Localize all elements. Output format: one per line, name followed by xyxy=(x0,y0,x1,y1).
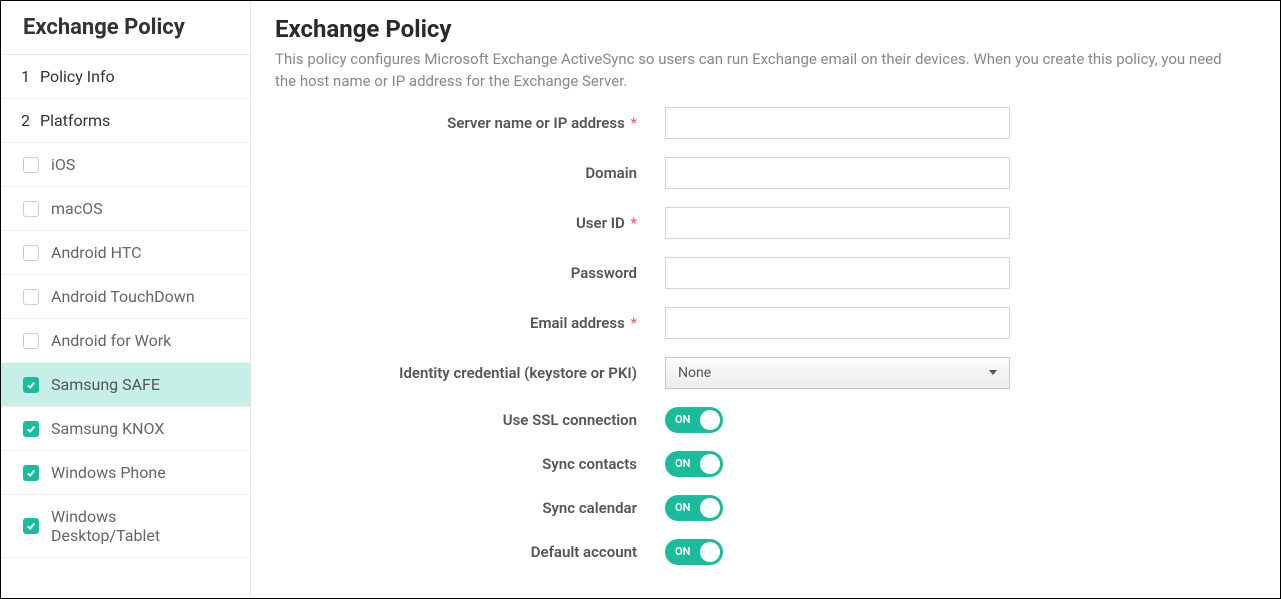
nav-number: 2 xyxy=(21,111,30,130)
checkbox-icon[interactable] xyxy=(23,157,39,173)
toggle-sync-contacts[interactable]: ON xyxy=(665,451,723,477)
platform-item[interactable]: macOS xyxy=(1,187,250,231)
sidebar-scroll[interactable]: 1 Policy Info 2 Platforms iOS macOS Androi… xyxy=(1,55,250,598)
label-email: Email address * xyxy=(275,314,665,332)
toggle-knob xyxy=(700,454,720,474)
nav-label: Policy Info xyxy=(40,67,115,86)
select-identity[interactable]: None xyxy=(665,357,1010,389)
label-domain: Domain xyxy=(275,164,665,182)
platform-item[interactable]: Windows Desktop/Tablet xyxy=(1,495,250,558)
platform-list: iOS macOS Android HTC Android TouchDown Andr… xyxy=(1,143,250,558)
chevron-down-icon xyxy=(989,370,997,375)
nav-item-policy-info[interactable]: 1 Policy Info xyxy=(1,55,250,99)
required-marker: * xyxy=(631,314,637,332)
checkbox-icon[interactable] xyxy=(23,465,39,481)
label-sync-calendar: Sync calendar xyxy=(275,499,665,517)
label-identity: Identity credential (keystore or PKI) xyxy=(275,364,665,382)
toggle-knob xyxy=(700,410,720,430)
page-title: Exchange Policy xyxy=(275,15,1244,43)
checkbox-icon[interactable] xyxy=(23,201,39,217)
platform-label: Windows Phone xyxy=(51,463,166,482)
platform-item[interactable]: Android for Work xyxy=(1,319,250,363)
platform-item[interactable]: Samsung KNOX xyxy=(1,407,250,451)
toggle-default-account[interactable]: ON xyxy=(665,539,723,565)
main-panel: Exchange Policy This policy configures M… xyxy=(251,1,1280,598)
checkbox-icon[interactable] xyxy=(23,333,39,349)
row-domain: Domain xyxy=(275,157,1244,189)
label-sync-contacts: Sync contacts xyxy=(275,455,665,473)
checkbox-icon[interactable] xyxy=(23,377,39,393)
platform-item[interactable]: iOS xyxy=(1,143,250,187)
row-sync-calendar: Sync calendar ON xyxy=(275,495,1244,521)
input-domain[interactable] xyxy=(665,157,1010,189)
input-password[interactable] xyxy=(665,257,1010,289)
toggle-knob xyxy=(700,498,720,518)
platform-label: Windows Desktop/Tablet xyxy=(51,507,228,545)
toggle-knob xyxy=(700,542,720,562)
row-password: Password xyxy=(275,257,1244,289)
row-identity: Identity credential (keystore or PKI) No… xyxy=(275,357,1244,389)
page-description: This policy configures Microsoft Exchang… xyxy=(275,49,1244,93)
row-server: Server name or IP address * xyxy=(275,107,1244,139)
label-ssl: Use SSL connection xyxy=(275,411,665,429)
platform-item[interactable]: Android HTC xyxy=(1,231,250,275)
required-marker: * xyxy=(631,114,637,132)
checkbox-icon[interactable] xyxy=(23,518,39,534)
input-email[interactable] xyxy=(665,307,1010,339)
row-email: Email address * xyxy=(275,307,1244,339)
toggle-state: ON xyxy=(675,457,690,470)
toggle-sync-calendar[interactable]: ON xyxy=(665,495,723,521)
platform-label: Android TouchDown xyxy=(51,287,195,306)
row-ssl: Use SSL connection ON xyxy=(275,407,1244,433)
checkbox-icon[interactable] xyxy=(23,245,39,261)
nav-number: 1 xyxy=(21,67,30,86)
platform-label: macOS xyxy=(51,199,103,218)
sidebar-title: Exchange Policy xyxy=(1,1,250,55)
toggle-ssl[interactable]: ON xyxy=(665,407,723,433)
checkbox-icon[interactable] xyxy=(23,289,39,305)
label-userid: User ID * xyxy=(275,214,665,232)
toggle-state: ON xyxy=(675,501,690,514)
input-userid[interactable] xyxy=(665,207,1010,239)
platform-label: Android for Work xyxy=(51,331,171,350)
select-value: None xyxy=(678,365,711,381)
checkbox-icon[interactable] xyxy=(23,421,39,437)
platform-label: Samsung KNOX xyxy=(51,419,164,438)
label-default-account: Default account xyxy=(275,543,665,561)
sidebar: Exchange Policy 1 Policy Info 2 Platform… xyxy=(1,1,251,598)
row-userid: User ID * xyxy=(275,207,1244,239)
row-sync-contacts: Sync contacts ON xyxy=(275,451,1244,477)
toggle-state: ON xyxy=(675,545,690,558)
row-default-account: Default account ON xyxy=(275,539,1244,565)
platform-label: iOS xyxy=(51,155,75,174)
label-server: Server name or IP address * xyxy=(275,114,665,132)
platform-item[interactable]: Android TouchDown xyxy=(1,275,250,319)
label-password: Password xyxy=(275,264,665,282)
platform-label: Android HTC xyxy=(51,243,142,262)
nav-item-platforms[interactable]: 2 Platforms xyxy=(1,99,250,143)
nav-label: Platforms xyxy=(40,111,110,130)
app-frame: Exchange Policy 1 Policy Info 2 Platform… xyxy=(0,0,1281,599)
platform-item[interactable]: Windows Phone xyxy=(1,451,250,495)
input-server[interactable] xyxy=(665,107,1010,139)
platform-label: Samsung SAFE xyxy=(51,375,160,394)
platform-item[interactable]: Samsung SAFE xyxy=(1,363,250,407)
required-marker: * xyxy=(631,214,637,232)
toggle-state: ON xyxy=(675,413,690,426)
